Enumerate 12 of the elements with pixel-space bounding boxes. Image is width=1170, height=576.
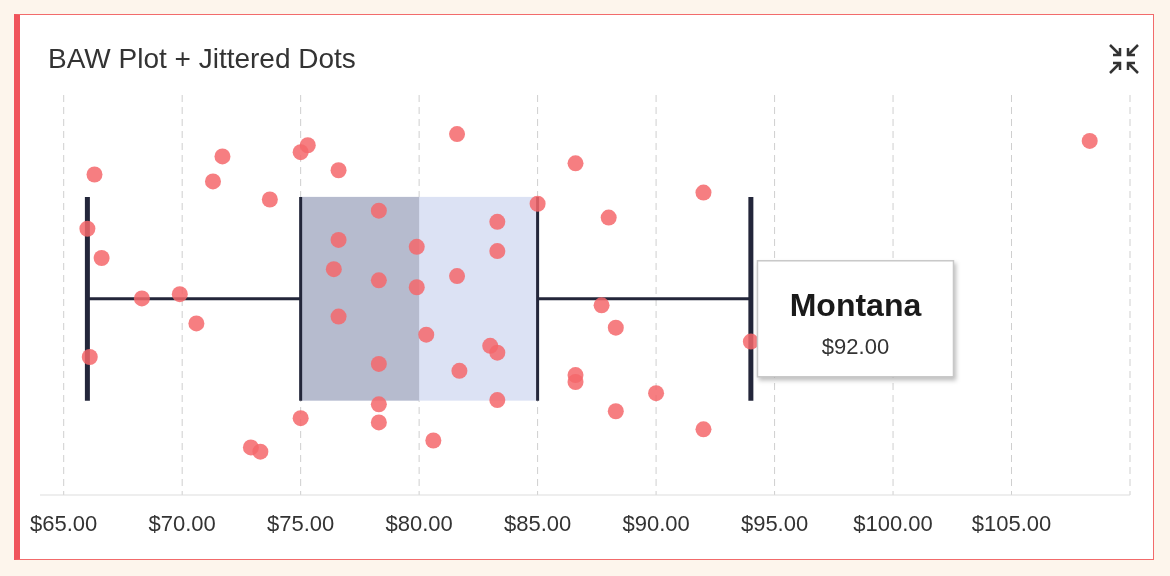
x-tick-label: $70.00	[148, 510, 216, 536]
x-tick-label: $90.00	[622, 510, 690, 536]
x-tick-label: $80.00	[385, 510, 453, 536]
x-tick-label: $85.00	[503, 510, 572, 536]
annotation: $92.00	[821, 333, 890, 359]
x-tick-label: $95.00	[740, 510, 809, 536]
x-tick-label: $65.00	[30, 510, 98, 536]
annotation: Montana	[789, 286, 922, 323]
x-tick-label: $105.00	[971, 510, 1052, 536]
x-tick-label: $75.00	[267, 510, 335, 536]
chart-title: BAW Plot + Jittered Dots	[48, 43, 356, 75]
x-tick-label: $100.00	[853, 510, 933, 536]
